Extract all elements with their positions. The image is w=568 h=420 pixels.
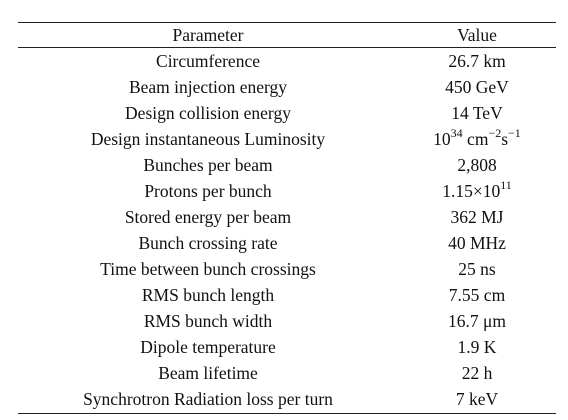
parameter-cell: Beam lifetime bbox=[158, 363, 258, 383]
value-cell: 16.7 μm bbox=[448, 311, 506, 331]
value-cell: 40 MHz bbox=[448, 233, 506, 253]
parameter-cell: Design instantaneous Luminosity bbox=[90, 129, 326, 149]
value-cell: 362 MJ bbox=[450, 207, 504, 227]
header-cell: Parameter bbox=[172, 25, 244, 45]
value-cell: 2,808 bbox=[457, 155, 497, 175]
value-cell: 1.9 K bbox=[457, 337, 497, 357]
parameter-cell: Dipole temperature bbox=[140, 337, 276, 357]
value-cell: 7.55 cm bbox=[448, 285, 506, 305]
value-text: s bbox=[501, 129, 509, 149]
superscript: 11 bbox=[500, 178, 512, 193]
header-cell: Value bbox=[457, 25, 497, 45]
parameter-cell: RMS bunch width bbox=[143, 311, 273, 331]
value-text: 1.15×10 bbox=[442, 181, 501, 201]
value-text: 10 bbox=[433, 129, 451, 149]
value-cell: 1.15×1011 bbox=[398, 178, 556, 204]
bottom-rule bbox=[18, 413, 556, 414]
value-cell: 22 h bbox=[461, 363, 493, 383]
value-cell: 1034 cm−2s−1 bbox=[398, 126, 556, 152]
parameter-cell: Design collision energy bbox=[125, 103, 291, 123]
value-cell: 25 ns bbox=[458, 259, 496, 279]
value-cell: 450 GeV bbox=[445, 77, 509, 97]
value-text: cm bbox=[462, 129, 489, 149]
parameter-cell: Circumference bbox=[156, 51, 260, 71]
parameter-cell: Synchrotron Radiation loss per turn bbox=[83, 389, 333, 409]
parameter-cell: Bunches per beam bbox=[143, 155, 273, 175]
value-cell: 26.7 km bbox=[448, 51, 506, 71]
header-rule bbox=[18, 47, 556, 48]
value-cell: 14 TeV bbox=[451, 103, 503, 123]
superscript: 34 bbox=[450, 126, 463, 141]
value-cell: 7 keV bbox=[455, 389, 499, 409]
parameter-cell: Beam injection energy bbox=[128, 77, 288, 97]
parameter-cell: Time between bunch crossings bbox=[100, 259, 316, 279]
parameter-cell: RMS bunch length bbox=[141, 285, 275, 305]
parameter-cell: Protons per bunch bbox=[144, 181, 272, 201]
superscript: −1 bbox=[508, 126, 521, 141]
superscript: −2 bbox=[488, 126, 502, 141]
top-rule bbox=[18, 22, 556, 23]
parameter-cell: Stored energy per beam bbox=[124, 207, 292, 227]
parameter-cell: Bunch crossing rate bbox=[138, 233, 278, 253]
